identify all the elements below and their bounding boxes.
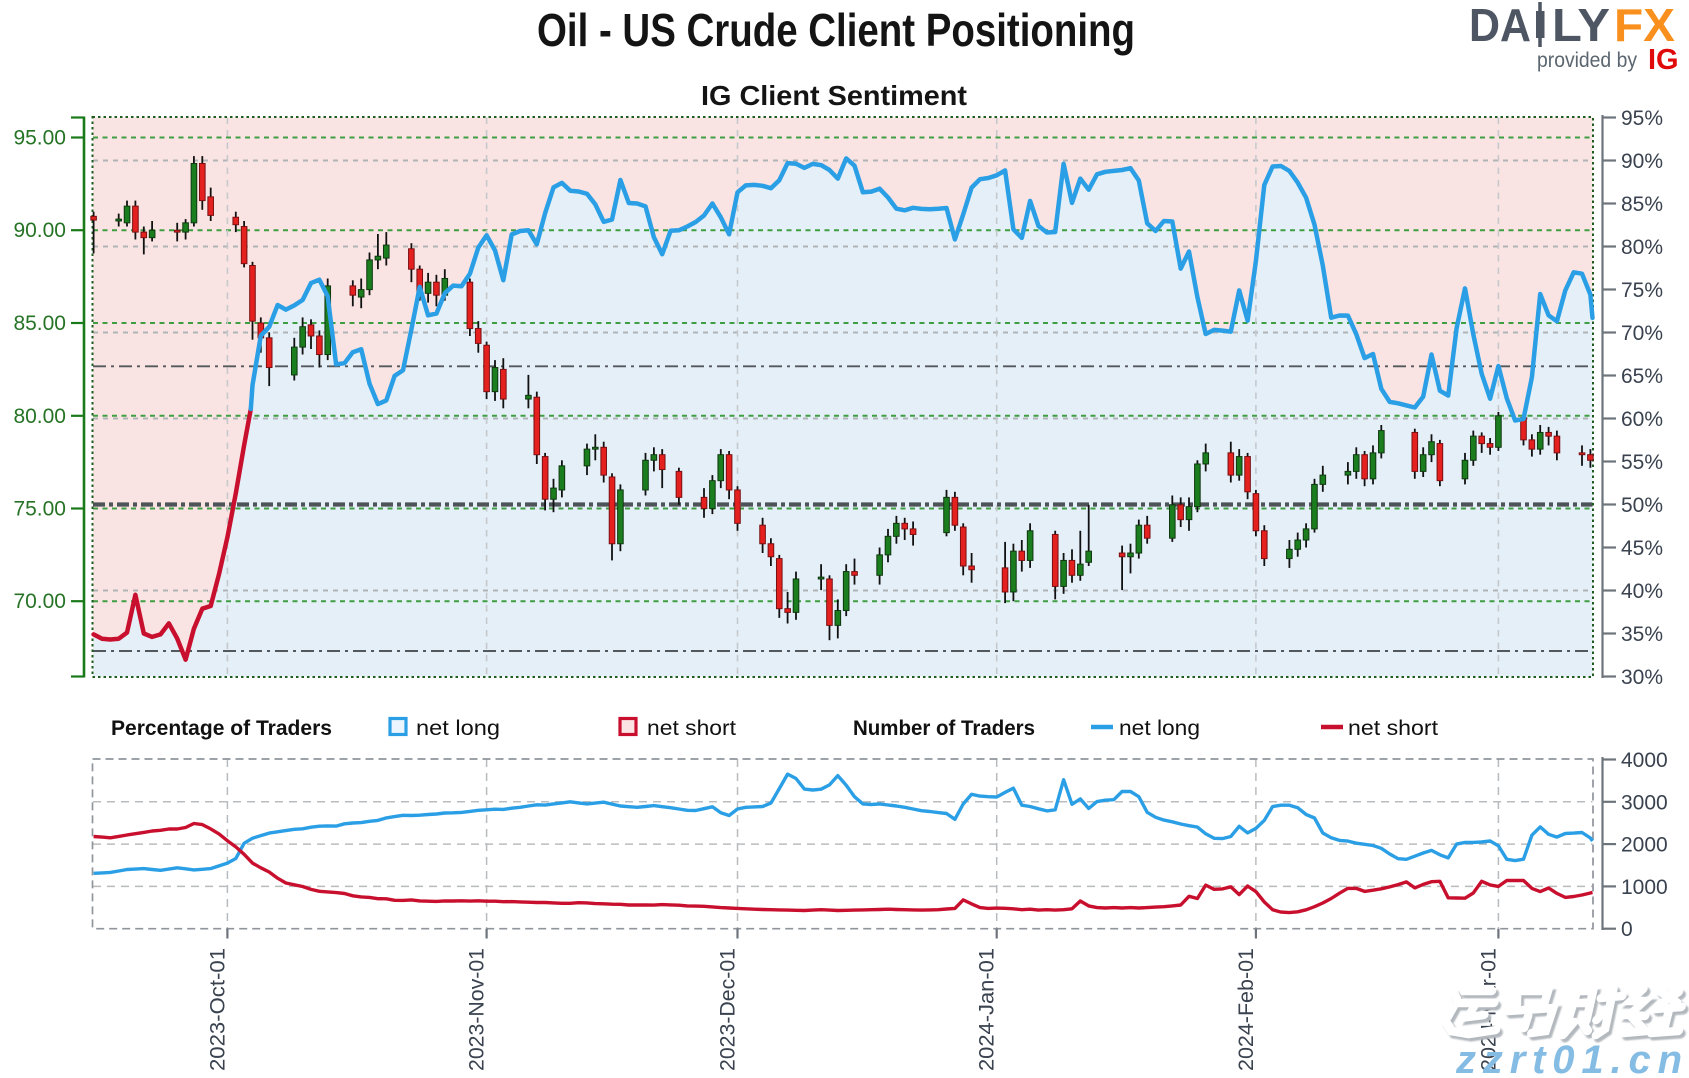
svg-text:Oil - US Crude Client Position: Oil - US Crude Client Positioning	[537, 4, 1135, 56]
svg-text:2023-Dec-01: 2023-Dec-01	[717, 948, 740, 1071]
svg-text:zzrt01.cn: zzrt01.cn	[1455, 1038, 1682, 1078]
svg-text:45%: 45%	[1621, 537, 1663, 560]
svg-text:2024-Jan-01: 2024-Jan-01	[976, 948, 999, 1071]
svg-text:2000: 2000	[1621, 834, 1668, 857]
svg-text:LY: LY	[1552, 0, 1610, 51]
svg-text:net short: net short	[1348, 717, 1438, 740]
svg-text:DA: DA	[1469, 0, 1531, 51]
svg-text:85.00: 85.00	[13, 312, 66, 335]
svg-text:75.00: 75.00	[13, 498, 66, 521]
svg-text:provided by: provided by	[1537, 49, 1637, 72]
svg-text:net long: net long	[1119, 717, 1200, 740]
svg-text:0: 0	[1621, 918, 1633, 941]
svg-text:90.00: 90.00	[13, 219, 66, 242]
svg-text:Number of Traders: Number of Traders	[853, 717, 1035, 740]
svg-text:80%: 80%	[1621, 236, 1663, 259]
svg-text:60%: 60%	[1621, 408, 1663, 431]
svg-text:55%: 55%	[1621, 451, 1663, 474]
svg-text:Percentage of Traders: Percentage of Traders	[111, 717, 332, 740]
svg-text:70.00: 70.00	[13, 590, 66, 613]
svg-text:35%: 35%	[1621, 623, 1663, 646]
svg-text:95%: 95%	[1621, 107, 1663, 130]
svg-text:70%: 70%	[1621, 322, 1663, 345]
svg-text:90%: 90%	[1621, 150, 1663, 173]
svg-text:3000: 3000	[1621, 791, 1668, 814]
svg-text:30%: 30%	[1621, 666, 1663, 689]
svg-text:50%: 50%	[1621, 494, 1663, 517]
svg-text:65%: 65%	[1621, 365, 1663, 388]
svg-text:2023-Oct-01: 2023-Oct-01	[206, 948, 229, 1071]
svg-text:net short: net short	[647, 717, 736, 740]
svg-text:95.00: 95.00	[13, 127, 66, 150]
svg-text:net long: net long	[416, 717, 500, 740]
svg-text:85%: 85%	[1621, 193, 1663, 216]
svg-text:4000: 4000	[1621, 749, 1668, 772]
svg-text:40%: 40%	[1621, 580, 1663, 603]
svg-text:IG Client Sentiment: IG Client Sentiment	[701, 80, 967, 111]
svg-text:2023-Nov-01: 2023-Nov-01	[466, 948, 489, 1071]
svg-text:2024-Feb-01: 2024-Feb-01	[1235, 948, 1258, 1071]
svg-text:80.00: 80.00	[13, 405, 66, 428]
svg-text:75%: 75%	[1621, 279, 1663, 302]
svg-text:1000: 1000	[1621, 876, 1668, 899]
svg-text:IG: IG	[1648, 44, 1679, 76]
svg-text:FX: FX	[1614, 0, 1675, 51]
